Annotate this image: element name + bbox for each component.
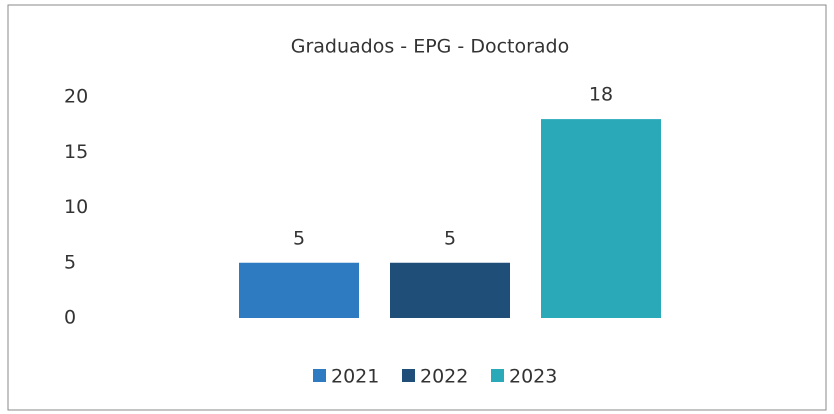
legend-swatch: [402, 369, 415, 382]
legend-label: 2021: [331, 366, 379, 388]
bar: [239, 262, 359, 318]
chart-title: Graduados - EPG - Doctorado: [291, 36, 569, 58]
y-tick-label: 10: [64, 196, 88, 218]
y-tick-label: 15: [64, 141, 88, 163]
bar: [390, 262, 510, 318]
bar: [541, 119, 661, 318]
y-tick-label: 0: [64, 307, 76, 329]
data-label: 18: [589, 84, 613, 106]
legend-swatch: [313, 369, 326, 382]
legend-label: 2023: [509, 366, 557, 388]
data-label: 5: [444, 227, 456, 249]
chart-border: [7, 4, 827, 411]
y-tick-label: 20: [64, 86, 88, 108]
legend-label: 2022: [420, 366, 468, 388]
y-tick-label: 5: [64, 251, 76, 273]
legend-swatch: [491, 369, 504, 382]
data-label: 5: [293, 227, 305, 249]
